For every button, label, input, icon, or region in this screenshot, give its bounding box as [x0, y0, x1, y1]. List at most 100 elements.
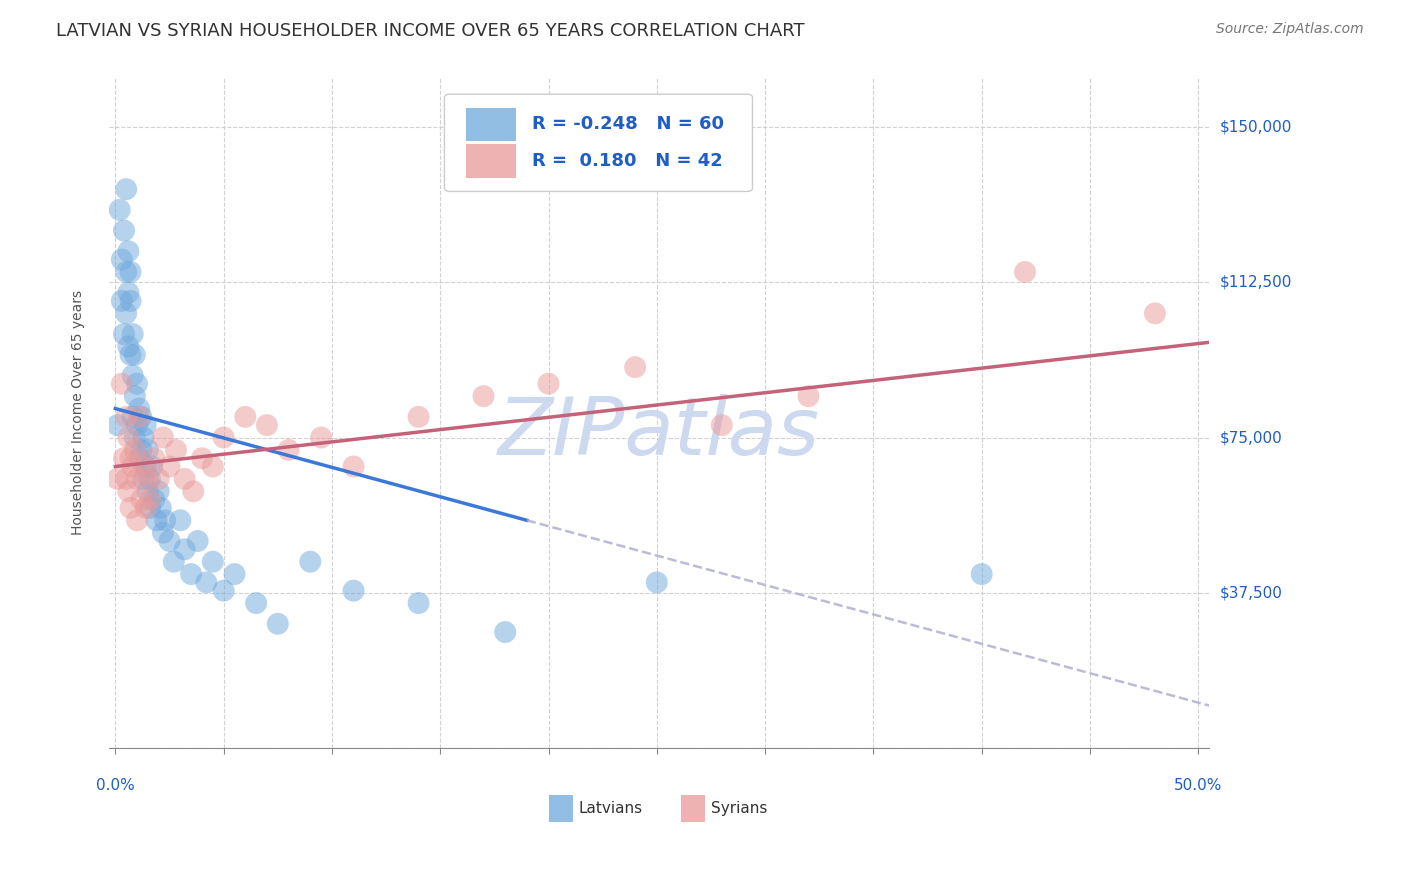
- Point: [245, 596, 267, 610]
- Point: [121, 326, 143, 341]
- Point: [125, 513, 148, 527]
- Point: [224, 567, 246, 582]
- Point: [143, 492, 166, 507]
- Point: [132, 459, 155, 474]
- Text: Syrians: Syrians: [710, 801, 768, 816]
- Point: [1014, 265, 1036, 279]
- Point: [117, 430, 139, 444]
- Text: $112,500: $112,500: [1220, 275, 1292, 290]
- Point: [124, 389, 146, 403]
- Point: [125, 418, 148, 433]
- Point: [128, 401, 150, 416]
- Point: [139, 492, 162, 507]
- Point: [111, 293, 134, 308]
- Point: [132, 472, 155, 486]
- Text: R =  0.180   N = 42: R = 0.180 N = 42: [533, 153, 723, 170]
- Point: [342, 583, 364, 598]
- FancyBboxPatch shape: [444, 95, 752, 192]
- Text: $37,500: $37,500: [1220, 585, 1284, 600]
- Text: $75,000: $75,000: [1220, 430, 1282, 445]
- Point: [115, 265, 138, 279]
- Point: [152, 525, 174, 540]
- Point: [173, 542, 195, 557]
- Point: [408, 596, 430, 610]
- Point: [180, 567, 202, 582]
- Point: [277, 442, 299, 457]
- Point: [124, 442, 146, 457]
- Point: [645, 575, 668, 590]
- Point: [309, 430, 332, 444]
- Point: [125, 376, 148, 391]
- Point: [149, 500, 172, 515]
- Point: [121, 459, 143, 474]
- Point: [970, 567, 993, 582]
- Point: [173, 472, 195, 486]
- Point: [115, 472, 138, 486]
- Point: [187, 533, 209, 548]
- Point: [117, 339, 139, 353]
- Point: [128, 451, 150, 466]
- Point: [120, 451, 142, 466]
- Point: [124, 348, 146, 362]
- Point: [121, 368, 143, 383]
- Point: [115, 182, 138, 196]
- Point: [120, 348, 142, 362]
- Point: [537, 376, 560, 391]
- Point: [624, 360, 647, 375]
- Point: [267, 616, 290, 631]
- Point: [128, 409, 150, 424]
- Point: [121, 409, 143, 424]
- Bar: [681, 795, 706, 822]
- Y-axis label: Householder Income Over 65 years: Householder Income Over 65 years: [72, 290, 86, 535]
- Point: [120, 293, 142, 308]
- Point: [111, 252, 134, 267]
- Point: [117, 244, 139, 259]
- Point: [201, 459, 224, 474]
- Point: [112, 451, 135, 466]
- Point: [181, 484, 204, 499]
- Point: [111, 376, 134, 391]
- Text: ZIPatlas: ZIPatlas: [498, 393, 820, 472]
- Point: [169, 513, 191, 527]
- Point: [136, 442, 159, 457]
- Point: [112, 223, 135, 237]
- Point: [108, 202, 131, 217]
- Point: [299, 555, 322, 569]
- Bar: [467, 145, 516, 178]
- Point: [212, 430, 235, 444]
- Text: 0.0%: 0.0%: [96, 779, 135, 794]
- Point: [107, 418, 129, 433]
- Point: [131, 409, 153, 424]
- Point: [152, 430, 174, 444]
- Point: [141, 459, 163, 474]
- Point: [201, 555, 224, 569]
- Point: [233, 409, 256, 424]
- Point: [117, 285, 139, 300]
- Text: Latvians: Latvians: [579, 801, 643, 816]
- Point: [159, 533, 181, 548]
- Point: [115, 409, 138, 424]
- Point: [107, 472, 129, 486]
- Point: [112, 326, 135, 341]
- Text: LATVIAN VS SYRIAN HOUSEHOLDER INCOME OVER 65 YEARS CORRELATION CHART: LATVIAN VS SYRIAN HOUSEHOLDER INCOME OVE…: [56, 22, 804, 40]
- Point: [131, 442, 153, 457]
- Point: [342, 459, 364, 474]
- Text: $150,000: $150,000: [1220, 120, 1292, 135]
- Point: [124, 430, 146, 444]
- Point: [117, 484, 139, 499]
- Point: [143, 451, 166, 466]
- Point: [256, 418, 278, 433]
- Point: [797, 389, 820, 403]
- Bar: [548, 795, 574, 822]
- Point: [163, 555, 186, 569]
- Point: [135, 500, 157, 515]
- Point: [165, 442, 187, 457]
- Point: [1143, 306, 1166, 320]
- Point: [139, 472, 162, 486]
- Point: [135, 418, 157, 433]
- Point: [195, 575, 218, 590]
- Point: [191, 451, 214, 466]
- Point: [125, 472, 148, 486]
- Point: [408, 409, 430, 424]
- Point: [115, 306, 138, 320]
